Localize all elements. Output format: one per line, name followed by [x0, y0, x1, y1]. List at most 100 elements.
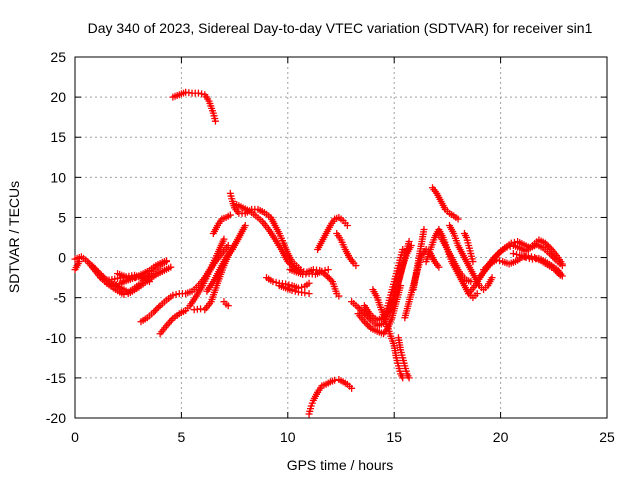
series-s27 [409, 225, 428, 294]
data-point [469, 258, 477, 266]
data-point [198, 90, 206, 98]
series-s03 [97, 263, 175, 298]
data-point [241, 221, 249, 229]
data-point [150, 308, 158, 316]
data-point [509, 250, 517, 258]
data-point [550, 254, 558, 262]
data-point [522, 254, 530, 262]
series-s18 [333, 229, 360, 270]
data-point [325, 274, 333, 282]
data-point [94, 268, 102, 276]
data-point [546, 250, 554, 258]
data-point [327, 276, 335, 284]
series-s19 [305, 375, 356, 418]
x-tick-label: 25 [599, 429, 615, 445]
data-point [167, 263, 175, 271]
series-s36 [509, 250, 566, 280]
data-point [322, 271, 330, 279]
data-point [454, 215, 462, 223]
series-s28 [429, 184, 462, 223]
data-point [492, 256, 500, 264]
data-point [318, 267, 326, 275]
data-point [291, 287, 299, 295]
x-tick-label: 15 [386, 429, 402, 445]
chart-title: Day 340 of 2023, Sidereal Day-to-day VTE… [88, 20, 593, 36]
x-tick-label: 0 [71, 429, 79, 445]
data-point [352, 262, 360, 270]
series-s09 [203, 221, 249, 295]
data-point [285, 259, 293, 267]
y-tick-label: 20 [50, 89, 66, 105]
data-point [220, 235, 228, 243]
y-tick-label: 10 [50, 169, 66, 185]
series-s11 [220, 298, 232, 310]
data-point [547, 251, 555, 259]
plot-frame [74, 56, 608, 419]
data-point [549, 253, 557, 261]
data-point [541, 239, 549, 247]
data-point [288, 286, 296, 294]
data-point [224, 302, 232, 310]
series-s15 [275, 282, 313, 298]
data-point [91, 265, 99, 273]
y-tick-label: -10 [46, 330, 66, 346]
data-point [348, 384, 356, 392]
y-axis-label: SDTVAR / TECUs [6, 181, 22, 293]
data-point [525, 254, 533, 262]
x-tick-label: 5 [178, 429, 186, 445]
data-point [360, 318, 368, 326]
data-point [405, 238, 413, 246]
data-point [558, 272, 566, 280]
data-point [513, 250, 521, 258]
data-point [197, 305, 205, 313]
data-point [155, 303, 163, 311]
data-point [75, 258, 83, 266]
data-point [324, 266, 332, 274]
data-point [435, 263, 443, 271]
data-point [93, 266, 101, 274]
data-point [507, 239, 515, 247]
data-point [169, 291, 177, 299]
data-point [357, 307, 365, 315]
data-point [269, 278, 277, 286]
data-point [287, 261, 295, 269]
data-point [321, 266, 329, 274]
data-point [356, 305, 364, 313]
data-point [284, 258, 292, 266]
data-point [543, 241, 551, 249]
data-point [153, 305, 161, 313]
series-s10 [209, 211, 234, 237]
series-s37 [169, 88, 219, 125]
series-s17 [314, 213, 351, 254]
data-points [71, 88, 566, 418]
data-point [285, 281, 293, 289]
data-point [88, 262, 96, 270]
x-tick-label: 20 [493, 429, 509, 445]
series-s23 [369, 286, 407, 382]
x-tick-label: 10 [280, 429, 296, 445]
series-s24 [394, 334, 413, 382]
data-point [211, 117, 219, 125]
data-point [405, 374, 413, 382]
data-point [305, 279, 313, 287]
axis-ticks [74, 56, 608, 419]
series-s07 [156, 242, 232, 338]
data-point [194, 89, 202, 97]
series-s05 [114, 257, 171, 283]
data-point [354, 303, 362, 311]
series-s25 [382, 246, 407, 318]
data-point [473, 290, 481, 298]
y-tick-label: 15 [50, 129, 66, 145]
y-tick-label: 5 [58, 209, 66, 225]
data-point [301, 289, 309, 297]
data-point [365, 323, 373, 331]
data-point [172, 290, 180, 298]
data-point [151, 307, 159, 315]
data-point [331, 376, 339, 384]
data-point [362, 319, 370, 327]
data-point [488, 274, 496, 282]
data-point [324, 273, 332, 281]
data-point [364, 321, 372, 329]
y-tick-label: -5 [54, 290, 67, 306]
